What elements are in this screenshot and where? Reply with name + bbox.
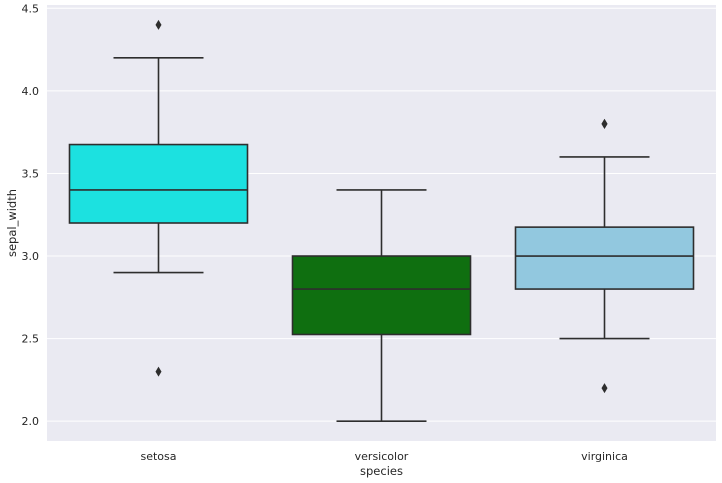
y-tick-label: 2.0 [22,415,40,428]
outlier-point [155,19,162,30]
iqr-box [291,255,472,336]
y-tick-label: 4.5 [22,2,40,15]
box-versicolor [291,189,472,422]
y-axis-label: sepal_width [5,189,19,257]
x-axis-ticks: setosa versicolor virginica [140,450,627,463]
outlier-point [155,366,162,377]
box-virginica [514,118,695,394]
x-tick-label: versicolor [355,450,409,463]
x-axis-label: species [360,464,403,478]
y-tick-label: 4.0 [22,85,40,98]
box-series [68,19,695,422]
y-tick-label: 3.5 [22,167,40,180]
outlier-point [601,383,608,394]
iqr-box [514,226,695,290]
y-tick-label: 3.0 [22,250,40,263]
y-tick-label: 2.5 [22,333,40,346]
x-tick-label: virginica [581,450,628,463]
x-tick-label: setosa [140,450,176,463]
y-axis-ticks: 2.0 2.5 3.0 3.5 4.0 4.5 [22,2,40,428]
outlier-point [601,118,608,129]
box-setosa [68,19,249,377]
iqr-box [68,143,249,224]
